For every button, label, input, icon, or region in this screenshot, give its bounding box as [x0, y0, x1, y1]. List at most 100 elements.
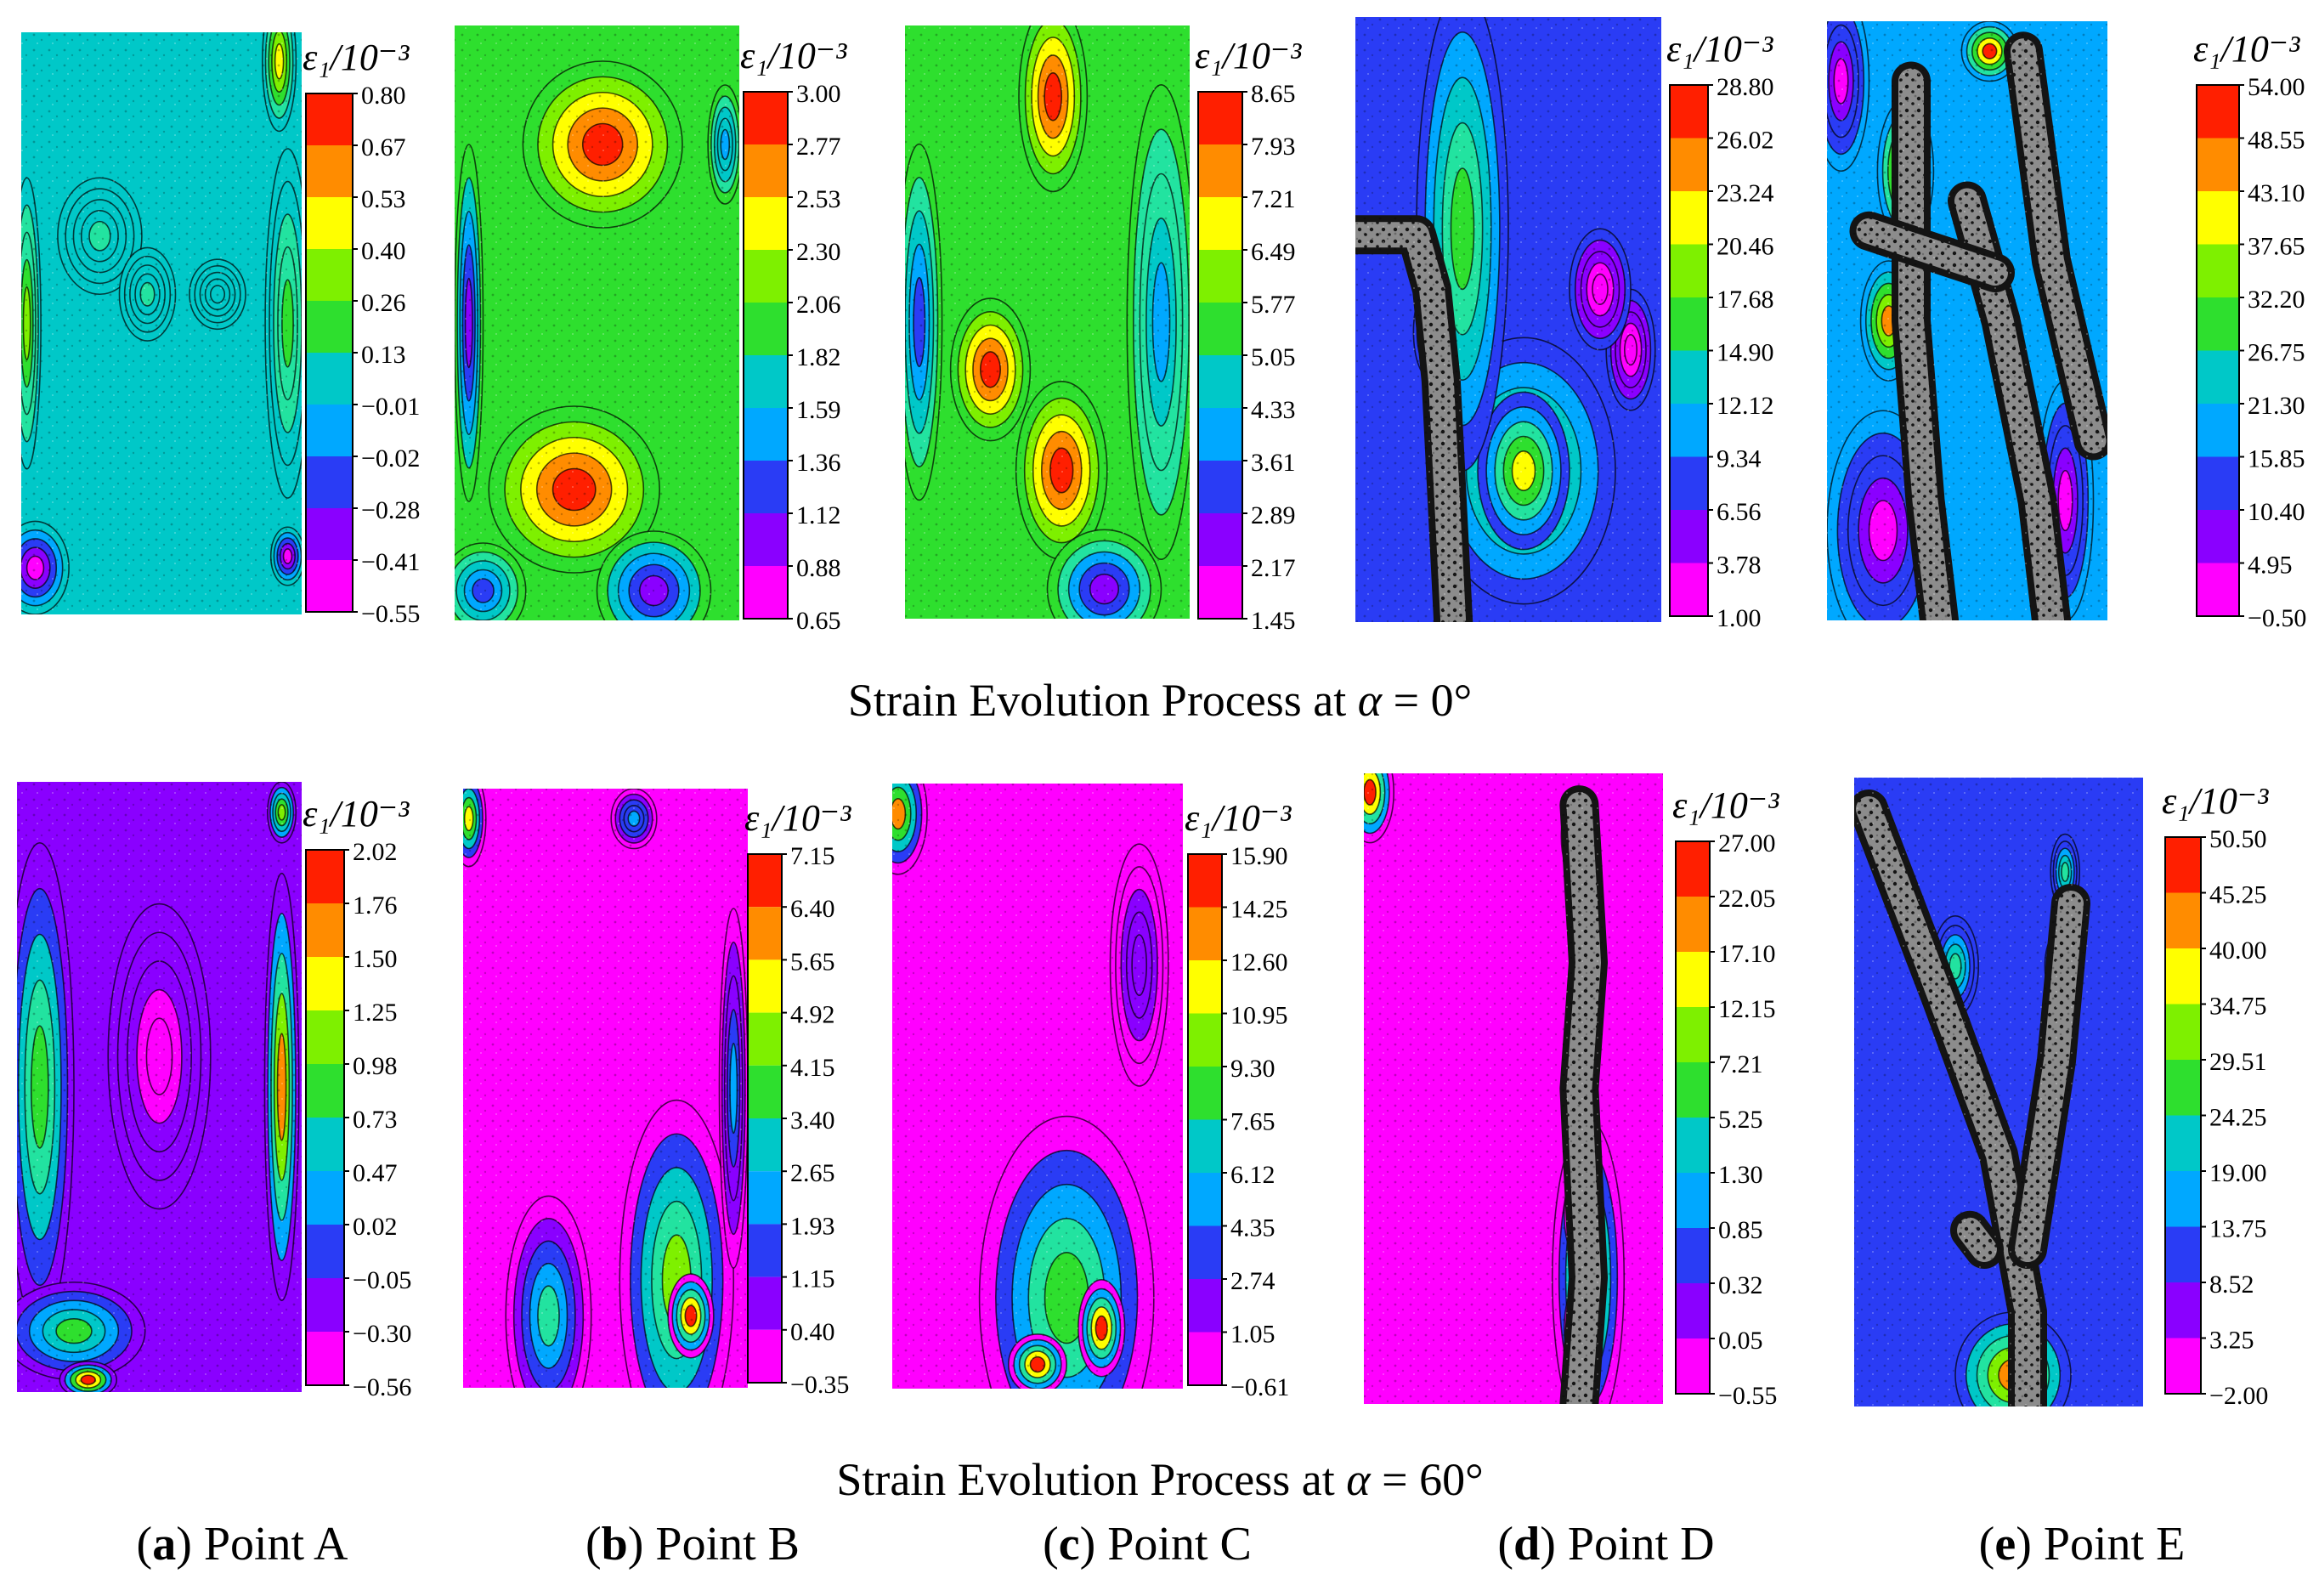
colorbar-segment [748, 1012, 782, 1066]
colorbar-tick-label: 4.95 [2248, 552, 2293, 580]
colorbar-segment [1198, 513, 1242, 566]
colorbar-segment [1676, 1062, 1710, 1118]
colorbar-tick-label: −0.01 [361, 393, 420, 421]
colorbar-segment [2165, 1226, 2201, 1282]
strain-field [892, 784, 1183, 1389]
colorbar-tick-label: 1.82 [796, 343, 841, 371]
colorbar-segment [1670, 563, 1708, 616]
colorbar-segment [2165, 892, 2201, 948]
contour-panel-row1-b: ε₁/10⁻³ 3.00 2.77 2.53 2.30 2.06 1.82 1.59 1.36 1… [455, 25, 847, 635]
colorbar-tick-label: 6.12 [1230, 1161, 1275, 1189]
colorbar-tick-label: 1.00 [1717, 604, 1762, 632]
strain-field [1854, 778, 2143, 1406]
strain-field [21, 32, 302, 614]
colorbar-tick-label: −0.30 [353, 1320, 411, 1348]
colorbar-segment [1188, 960, 1222, 1014]
colorbar-tick-label: 4.92 [790, 1001, 835, 1029]
colorbar-segment [306, 145, 353, 197]
colorbar-segment [1670, 456, 1708, 510]
contour-panel-row1-e: ε₁/10⁻³ 54.00 48.55 43.10 37.65 32.20 26.75 21.… [1827, 21, 2306, 632]
colorbar-segment [744, 197, 788, 250]
colorbar-segment [744, 513, 788, 566]
colorbar-segment [2165, 1338, 2201, 1394]
colorbar-segment [1676, 841, 1710, 897]
colorbar-tick-label: 24.25 [2209, 1104, 2267, 1132]
subcaption-point-c: (c) Point C [1043, 1518, 1252, 1571]
colorbar-tick-label: 1.30 [1718, 1161, 1763, 1189]
colorbar: ε₁/10⁻³ 2.02 1.76 1.50 1.25 0.98 0.73 0.47 0.02 −… [303, 793, 411, 1401]
colorbar-tick-label: 8.65 [1251, 80, 1296, 108]
colorbar-segment [1188, 1013, 1222, 1067]
colorbar-tick-label: 48.55 [2248, 127, 2305, 155]
colorbar-segment [1188, 854, 1222, 908]
dic-speckle [463, 789, 748, 1388]
colorbar-tick-label: −0.61 [1230, 1373, 1289, 1401]
colorbar-tick-label: 0.13 [361, 341, 406, 369]
colorbar-tick-label: 20.46 [1717, 233, 1774, 261]
colorbar-segment [1198, 566, 1242, 619]
colorbar-segment [306, 93, 353, 145]
colorbar-segment [748, 907, 782, 960]
colorbar-segment [1676, 1173, 1710, 1228]
colorbar-segment [306, 1064, 344, 1118]
subcaption-point-b: (b) Point B [585, 1518, 800, 1571]
colorbar-segment [1198, 408, 1242, 461]
colorbar: ε₁/10⁻³ 54.00 48.55 43.10 37.65 32.20 26.75 21.… [2193, 28, 2306, 632]
colorbar-segment [2165, 837, 2201, 893]
subcaption-point-e: (e) Point E [1978, 1518, 2186, 1571]
strain-field [1827, 21, 2107, 620]
colorbar-tick-label: 0.32 [1718, 1271, 1763, 1299]
colorbar-segment [1676, 1007, 1710, 1062]
colorbar-segment [748, 1276, 782, 1330]
colorbar-tick-label: 5.25 [1718, 1106, 1763, 1134]
colorbar: ε₁/10⁻³ 50.50 45.25 40.00 34.75 29.51 24.25 19.… [2162, 780, 2269, 1410]
contour-panel-row1-a: ε₁/10⁻³ 0.80 0.67 0.53 0.40 0.26 0.13 −0.01 −0.0… [21, 32, 420, 628]
colorbar-tick-label: 1.25 [353, 999, 398, 1027]
colorbar-tick-label: 0.47 [353, 1159, 398, 1187]
colorbar-segment [2165, 1115, 2201, 1171]
colorbar-tick-label: 14.25 [1230, 896, 1288, 924]
colorbar-tick-label: 6.40 [790, 895, 835, 923]
subcaption-point-a: (a) Point A [136, 1518, 348, 1571]
colorbar-tick-label: 15.85 [2248, 445, 2305, 473]
colorbar-segment [306, 249, 353, 301]
colorbar-segment [306, 1010, 344, 1064]
colorbar-tick-label: 14.90 [1717, 339, 1774, 367]
colorbar: ε₁/10⁻³ 8.65 7.93 7.21 6.49 5.77 5.05 4.33 3.61 2… [1195, 35, 1302, 635]
colorbar-segment [306, 1332, 344, 1385]
colorbar-tick-label: −0.55 [1718, 1382, 1777, 1410]
colorbar-title: ε₁/10⁻³ [1185, 797, 1292, 839]
colorbar-tick-label: −0.55 [361, 600, 420, 628]
colorbar-tick-label: 50.50 [2209, 825, 2267, 853]
colorbar-tick-label: 9.34 [1717, 445, 1762, 473]
colorbar-segment [1188, 1225, 1222, 1279]
colorbar-tick-label: 9.30 [1230, 1055, 1275, 1083]
colorbar-segment [748, 1171, 782, 1225]
colorbar-tick-label: 5.65 [790, 948, 835, 976]
colorbar-tick-label: 0.73 [353, 1106, 398, 1134]
colorbar-tick-label: 4.35 [1230, 1214, 1275, 1242]
colorbar-tick-label: 4.33 [1251, 396, 1296, 424]
strain-field [1364, 773, 1663, 1404]
colorbar-segment [306, 957, 344, 1010]
colorbar-tick-label: 0.98 [353, 1052, 398, 1080]
colorbar: ε₁/10⁻³ 7.15 6.40 5.65 4.92 4.15 3.40 2.65 1.93 1… [744, 797, 851, 1399]
colorbar-tick-label: 0.80 [361, 82, 406, 110]
colorbar-tick-label: 54.00 [2248, 73, 2305, 101]
dic-speckle [892, 784, 1183, 1389]
colorbar-segment [2165, 948, 2201, 1005]
colorbar-tick-label: 1.50 [353, 945, 398, 973]
colorbar: ε₁/10⁻³ 0.80 0.67 0.53 0.40 0.26 0.13 −0.01 −0.0… [303, 37, 420, 628]
colorbar-title: ε₁/10⁻³ [1666, 28, 1773, 70]
colorbar-tick-label: 2.17 [1251, 554, 1296, 582]
colorbar-tick-label: 7.21 [1251, 185, 1296, 213]
colorbar-segment [1676, 1228, 1710, 1283]
colorbar-tick-label: 2.77 [796, 133, 841, 161]
colorbar-segment [1198, 303, 1242, 355]
colorbar-segment [1670, 404, 1708, 457]
colorbar-tick-label: −2.00 [2209, 1382, 2268, 1410]
colorbar-tick-label: −0.35 [790, 1371, 849, 1399]
colorbar-tick-label: 1.05 [1230, 1321, 1275, 1349]
colorbar-tick-label: 3.78 [1717, 552, 1762, 580]
strain-field [455, 25, 739, 620]
